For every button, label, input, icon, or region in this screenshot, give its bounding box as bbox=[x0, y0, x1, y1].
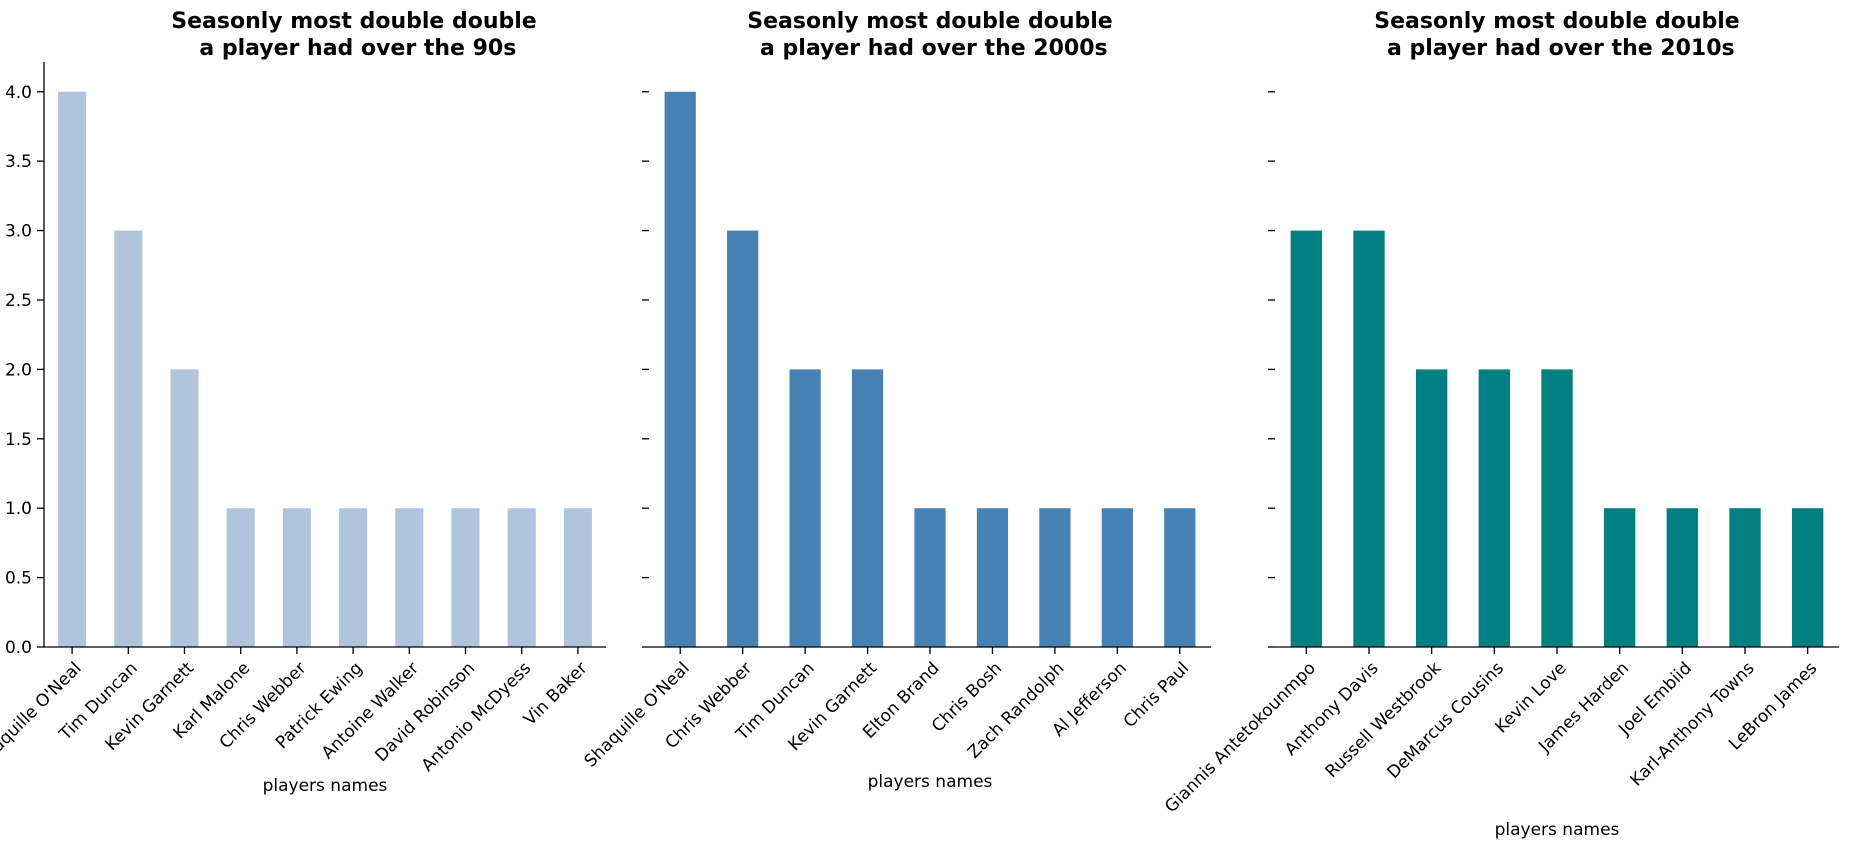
x-axis-label: players names bbox=[868, 772, 993, 792]
bar bbox=[507, 508, 536, 647]
x-tick-label: Chris Paul bbox=[1120, 658, 1194, 732]
x-tick-label: Antoine Walker bbox=[318, 658, 423, 763]
bar bbox=[1729, 508, 1761, 647]
x-tick-label: David Robinson bbox=[371, 658, 479, 766]
bar bbox=[1792, 508, 1824, 647]
y-tick-label: 4.0 bbox=[5, 83, 32, 103]
bar bbox=[1604, 508, 1636, 647]
chart-panel-1: Seasonly most double double a player had… bbox=[581, 9, 1211, 792]
bar bbox=[1666, 508, 1698, 647]
chart-title: Seasonly most double double a player had… bbox=[1374, 9, 1739, 61]
bar bbox=[1416, 369, 1448, 647]
bar bbox=[1541, 369, 1573, 647]
chart-panel-0: Seasonly most double double a player had… bbox=[0, 9, 606, 796]
x-axis-label: players names bbox=[1495, 820, 1620, 840]
bar bbox=[851, 369, 884, 647]
y-tick-label: 1.5 bbox=[5, 430, 32, 450]
x-tick-label: Karl-Anthony Towns bbox=[1627, 658, 1759, 790]
bar bbox=[282, 508, 311, 647]
bar bbox=[114, 230, 143, 648]
bar bbox=[976, 508, 1009, 647]
bar bbox=[1478, 369, 1510, 647]
y-tick-label: 3.0 bbox=[5, 222, 32, 242]
chart-title: Seasonly most double double a player had… bbox=[171, 9, 536, 61]
bar bbox=[664, 91, 696, 647]
bar bbox=[170, 369, 199, 647]
x-tick-label: DeMarcus Cousins bbox=[1383, 658, 1507, 782]
bar bbox=[563, 508, 592, 647]
y-tick-label: 2.0 bbox=[5, 360, 32, 380]
x-tick-label: Russell Westbrook bbox=[1322, 658, 1446, 782]
bar bbox=[1039, 508, 1071, 647]
bar bbox=[1164, 508, 1196, 647]
bar bbox=[789, 369, 821, 647]
y-tick-label: 2.5 bbox=[5, 291, 32, 311]
y-tick-label: 3.5 bbox=[5, 152, 32, 172]
chart-panel-2: Seasonly most double double a player had… bbox=[1161, 9, 1839, 840]
bar bbox=[1101, 508, 1133, 647]
x-axis-label: players names bbox=[263, 776, 388, 796]
bar bbox=[727, 230, 759, 648]
chart-title: Seasonly most double double a player had… bbox=[747, 9, 1112, 61]
y-tick-label: 0.0 bbox=[5, 638, 32, 658]
bar bbox=[914, 508, 946, 647]
bar bbox=[1353, 230, 1385, 648]
x-tick-label: Shaquille O'Neal bbox=[581, 658, 694, 771]
x-tick-label: Antonio McDyess bbox=[418, 658, 536, 776]
bar bbox=[339, 508, 368, 647]
bar bbox=[451, 508, 480, 647]
bar bbox=[58, 91, 87, 647]
bar bbox=[226, 508, 255, 647]
bar bbox=[1290, 230, 1322, 648]
y-tick-label: 1.0 bbox=[5, 499, 32, 519]
bar bbox=[395, 508, 424, 647]
y-tick-label: 0.5 bbox=[5, 569, 32, 589]
